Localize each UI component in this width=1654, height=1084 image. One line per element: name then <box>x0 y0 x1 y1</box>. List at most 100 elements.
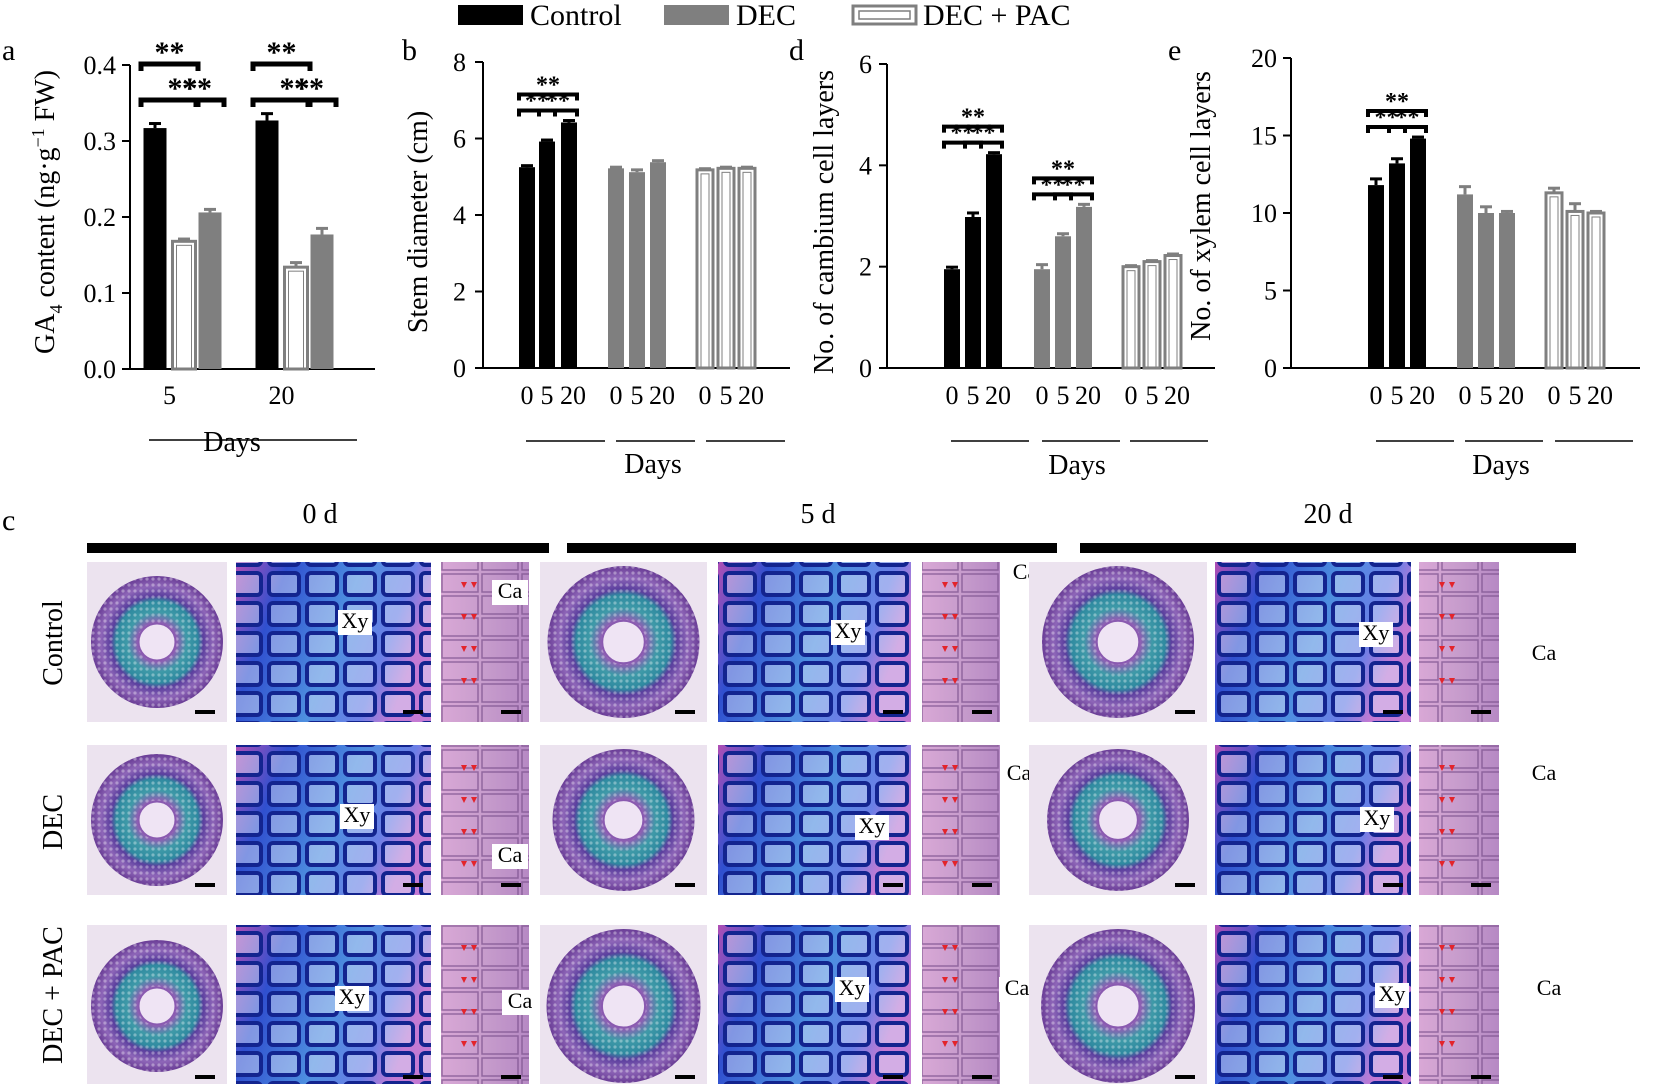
panel-a-bar <box>310 234 334 369</box>
panel-e-x-tick-label: 20 <box>1587 381 1613 410</box>
xylem-image: Xy <box>1215 745 1411 895</box>
cambium-arrowhead <box>942 582 958 588</box>
cambium-arrowhead <box>942 1041 958 1047</box>
xylem-label: Xy <box>344 802 371 827</box>
legend: Control DEC DEC + PAC <box>458 0 1071 32</box>
cambium-label-box <box>1526 642 1562 667</box>
xylem-label-box <box>1359 622 1393 647</box>
panel-b-x-tick-label: 20 <box>560 381 586 410</box>
scale-bar <box>972 883 992 887</box>
xylem-label: Xy <box>339 984 366 1009</box>
panel-b-ytick-label: 4 <box>453 201 466 230</box>
scale-bar <box>501 1075 521 1079</box>
cambium-cells <box>441 745 529 895</box>
cambium-arrowhead <box>461 1009 477 1015</box>
stem-pith <box>1095 983 1141 1029</box>
panel-d-x-tick-label: 0 <box>1036 381 1049 410</box>
panel-b-bar <box>650 162 666 368</box>
xylem-label-box <box>1360 807 1394 832</box>
legend-label-control: Control <box>530 0 622 32</box>
stem-cross-section-image <box>1029 925 1207 1084</box>
cambium-cells <box>1419 925 1499 1084</box>
legend-swatch-dec <box>664 5 729 25</box>
cambium-label: Ca <box>498 842 523 867</box>
panel-e-sig-bracket <box>1366 109 1428 118</box>
column-bar-0d <box>87 543 549 553</box>
panel-e-x-tick-label: 5 <box>1480 381 1493 410</box>
cambium-label: Ca <box>508 988 533 1013</box>
xylem-label: Xy <box>859 813 886 838</box>
scale-bar <box>1175 710 1195 714</box>
scale-bar <box>403 1075 423 1079</box>
panel-e-bar <box>1410 138 1426 368</box>
panel-a-sig-bracket <box>138 61 201 71</box>
panel-b-x-tick-label: 0 <box>521 381 534 410</box>
cambium-arrowhead <box>942 977 958 983</box>
panel-letter-c: c <box>2 504 15 537</box>
stem-cross-section-image <box>1029 562 1207 722</box>
panel-e-bar <box>1457 194 1473 368</box>
panel-d-x-tick-label: 5 <box>967 381 980 410</box>
xylem-label-box <box>855 815 889 840</box>
cambium-arrowhead <box>461 977 477 983</box>
scale-bar <box>1383 1075 1403 1079</box>
panel-a-xlabel: Days <box>203 427 261 458</box>
scale-bar <box>972 1075 992 1079</box>
cambium-cells <box>922 745 1000 895</box>
cambium-label-box <box>502 990 538 1015</box>
panel-b-ytick-label: 2 <box>453 278 466 307</box>
panel-e-bar <box>1565 209 1585 370</box>
cambium-arrowhead <box>942 678 958 684</box>
panel-b-x-tick-label: 5 <box>631 381 644 410</box>
scale-bar <box>1383 883 1403 887</box>
panel-a-sig-bracket <box>305 97 313 107</box>
panel-e-ytick-label: 0 <box>1264 354 1277 383</box>
xylem-cells <box>236 925 431 1084</box>
cambium-image: Ca <box>441 745 529 895</box>
panel-e-bar <box>1478 213 1494 368</box>
scale-bar <box>883 883 903 887</box>
panel-b-x-tick-label: 0 <box>610 381 623 410</box>
panel-d-x-tick-label: 20 <box>1075 381 1101 410</box>
panel-b-x-tick-label: 20 <box>738 381 764 410</box>
column-title-5d: 5 d <box>801 499 836 530</box>
scale-bar <box>1383 710 1403 714</box>
panel-d-bar-inner <box>1126 270 1136 369</box>
panel-letter-b: b <box>402 34 417 67</box>
cambium-arrowhead <box>942 646 958 652</box>
panel-a-sig-bracket <box>138 97 227 107</box>
cambium-image: Ca <box>1419 745 1562 895</box>
xylem-label-box <box>340 804 374 829</box>
panel-b-bar <box>695 168 715 370</box>
panel-a-bar-inner <box>288 270 304 370</box>
legend-swatch-control <box>458 5 523 25</box>
xylem-image: Xy <box>718 925 911 1084</box>
scale-bar <box>1471 883 1491 887</box>
stem-pith <box>1097 799 1139 841</box>
panel-e-ylabel: No. of xylem cell layers <box>1186 71 1217 341</box>
xylem-label-box <box>335 986 369 1011</box>
panel-a-sig-bracket <box>250 61 313 71</box>
panel-a-sig-bracket <box>193 97 201 107</box>
xylem-image: Xy <box>1215 562 1411 722</box>
panel-a-bar <box>171 239 197 371</box>
panel-b-bar-inner <box>721 171 731 369</box>
cambium-arrowhead <box>1439 678 1455 684</box>
panel-e-bar <box>1368 185 1384 368</box>
xylem-label-box <box>1375 983 1409 1008</box>
cambium-arrowhead <box>942 945 958 951</box>
panel-d-sig-bracket <box>1032 176 1094 185</box>
panel-b-bar <box>561 122 577 368</box>
panel-a-sig-label: ** <box>294 72 324 105</box>
cambium-arrowhead <box>1439 1009 1455 1015</box>
panel-b-xlabel: Days <box>624 449 682 480</box>
panel-d-sig-bracket <box>963 140 1004 149</box>
xylem-image: Xy <box>718 745 911 895</box>
panel-letter-a: a <box>2 34 15 67</box>
xylem-label: Xy <box>1379 981 1406 1006</box>
cambium-arrowhead <box>942 1009 958 1015</box>
panel-d-bar <box>1034 269 1050 368</box>
cambium-arrowhead <box>461 797 477 803</box>
